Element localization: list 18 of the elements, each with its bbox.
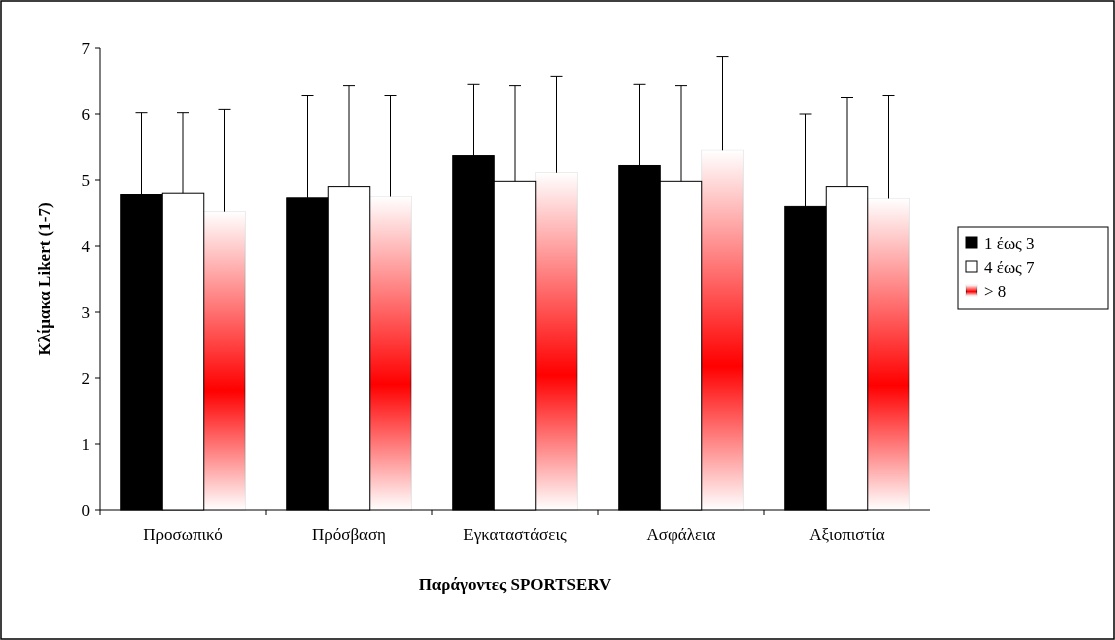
x-tick-label: Αξιοπιστία — [809, 525, 885, 544]
x-tick-label: Ασφάλεια — [646, 525, 716, 544]
x-axis-title: Παράγοντες SPORTSERV — [418, 575, 613, 594]
y-tick-label: 1 — [81, 434, 90, 454]
x-tick-label: Εγκαταστάσεις — [463, 525, 567, 544]
x-tick-label: Πρόσβαση — [311, 525, 387, 544]
y-tick-label: 5 — [81, 170, 90, 190]
y-tick-label: 3 — [81, 302, 90, 322]
y-tick-label: 2 — [81, 368, 90, 388]
y-tick-label: 7 — [81, 38, 91, 58]
y-tick-label: 6 — [81, 104, 90, 124]
legend-label: > 8 — [984, 281, 1007, 301]
x-tick-label: Προσωπικό — [143, 525, 223, 544]
y-tick-label: 4 — [81, 236, 91, 256]
legend-label: 4 έως 7 — [984, 257, 1036, 277]
legend-label: 1 έως 3 — [984, 233, 1035, 253]
y-axis-title: Κλίμακα Likert (1-7) — [35, 202, 54, 356]
y-tick-label: 0 — [81, 500, 90, 520]
